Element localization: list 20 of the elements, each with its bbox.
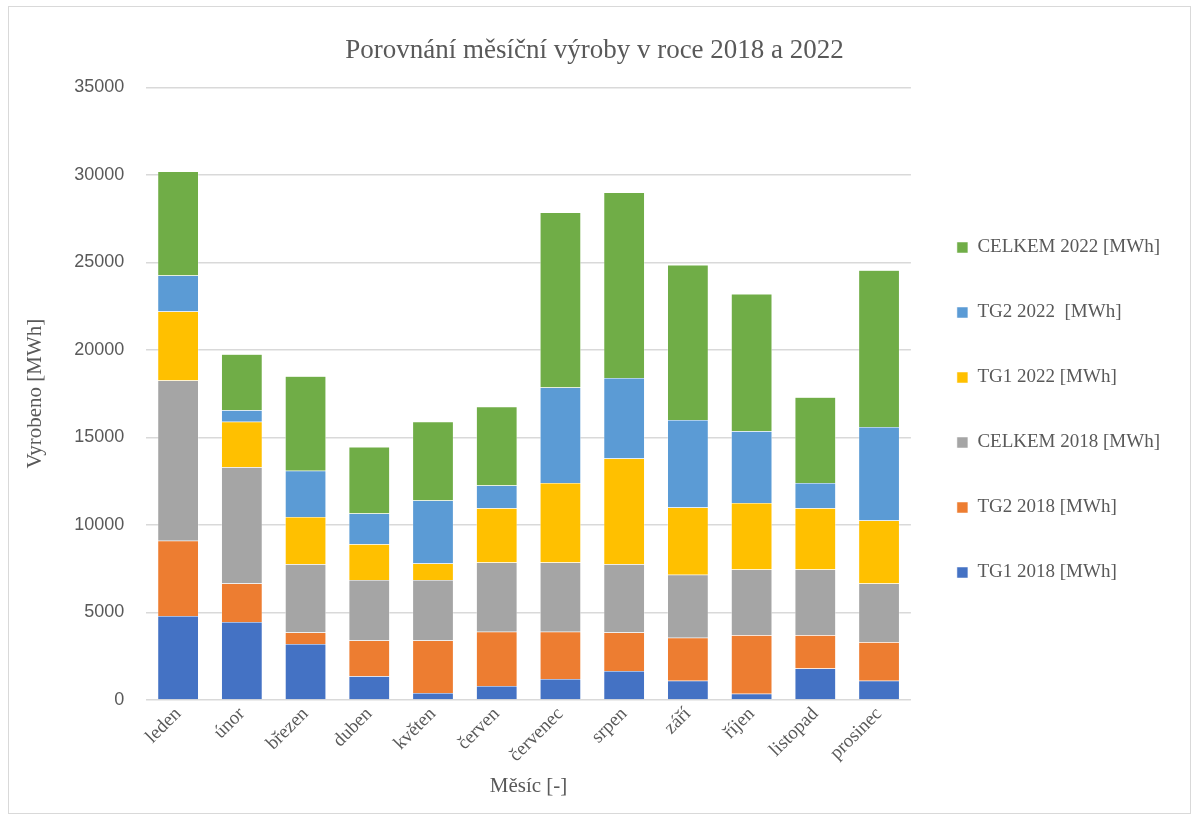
y-tick-label: 0	[114, 688, 125, 709]
x-axis-title: Měsíc [-]	[489, 772, 568, 797]
legend-label: TG1 2018 [MWh]	[977, 560, 1117, 582]
y-axis-title: Vyrobeno [MWh]	[22, 318, 47, 469]
y-tick-label: 20000	[74, 338, 125, 359]
x-tick-label: říjen	[718, 702, 759, 742]
legend-label: TG2 2022 [MWh]	[977, 300, 1122, 322]
y-tick-label: 35000	[74, 76, 125, 97]
legend-label: TG2 2018 [MWh]	[977, 495, 1117, 517]
y-tick-label: 15000	[74, 426, 125, 447]
x-tick-label: únor	[208, 702, 249, 742]
y-tick-label: 5000	[84, 601, 125, 622]
y-tick-label: 30000	[74, 163, 125, 184]
legend-label: CELKEM 2018 [MWh]	[977, 430, 1161, 452]
legend-label: TG1 2022 [MWh]	[977, 365, 1117, 387]
y-tick-label: 25000	[74, 251, 125, 272]
legend-label: CELKEM 2022 [MWh]	[977, 235, 1161, 257]
y-tick-label: 10000	[74, 513, 125, 534]
x-tick-label: září	[659, 702, 695, 738]
chart-title: Porovnání měsíční výroby v roce 2018 a 2022	[345, 34, 844, 65]
